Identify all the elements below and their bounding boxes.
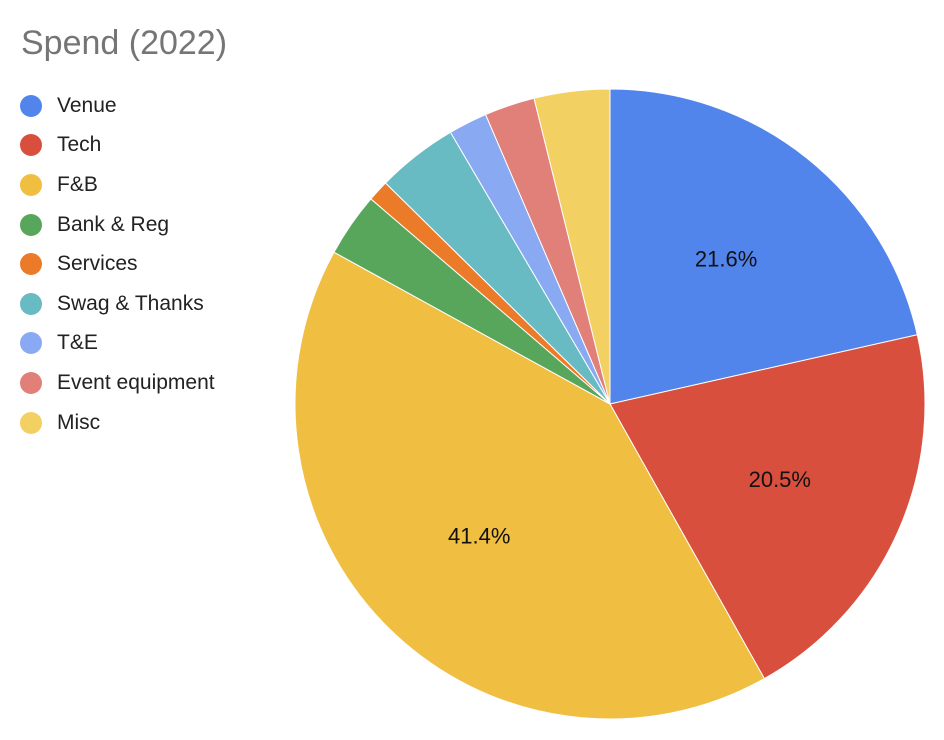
legend-label: Services xyxy=(57,252,138,276)
legend-item-tech: Tech xyxy=(20,126,215,166)
pie-slice-venue xyxy=(609,88,918,405)
legend-swatch xyxy=(20,253,42,276)
legend-item-venue: Venue xyxy=(20,86,215,126)
legend-label: T&E xyxy=(57,331,98,355)
pie-slice-misc xyxy=(533,88,611,405)
legend-item-tande: T&E xyxy=(20,324,215,364)
slice-label-fandb: 41.4% xyxy=(448,524,510,549)
legend-swatch xyxy=(20,173,42,196)
legend-item-fandb: F&B xyxy=(20,165,215,205)
legend-item-services: Services xyxy=(20,244,215,284)
legend-swatch xyxy=(20,292,42,315)
legend-swatch xyxy=(20,134,42,157)
legend-item-swag-and-thanks: Swag & Thanks xyxy=(20,284,215,324)
legend-swatch xyxy=(20,94,42,117)
legend-item-event-equipment: Event equipment xyxy=(20,363,215,403)
legend-item-misc: Misc xyxy=(20,403,215,443)
legend-swatch xyxy=(20,213,42,236)
legend-label: Swag & Thanks xyxy=(57,291,204,315)
legend-item-bank-and-reg: Bank & Reg xyxy=(20,205,215,245)
legend-label: Bank & Reg xyxy=(57,212,170,236)
pie-slice-labels: 21.6% 20.5% 41.4% xyxy=(448,246,811,548)
pie-slice-tech xyxy=(609,334,926,680)
legend-label: Event equipment xyxy=(57,370,215,394)
legend-label: Tech xyxy=(57,133,102,157)
legend-label: F&B xyxy=(57,172,98,196)
slice-label-venue: 21.6% xyxy=(695,246,757,271)
chart-title: Spend (2022) xyxy=(21,24,228,62)
legend-swatch xyxy=(20,332,42,355)
legend-swatch xyxy=(20,371,42,394)
legend-label: Misc xyxy=(57,410,101,434)
legend-swatch xyxy=(20,411,42,434)
pie-slice-fandb xyxy=(294,251,766,720)
slice-label-tech: 20.5% xyxy=(749,467,811,492)
chart-legend: Venue Tech F&B Bank & Reg Services Swag & Tha… xyxy=(20,86,215,442)
legend-label: Venue xyxy=(57,93,117,117)
pie-slices xyxy=(294,88,926,720)
